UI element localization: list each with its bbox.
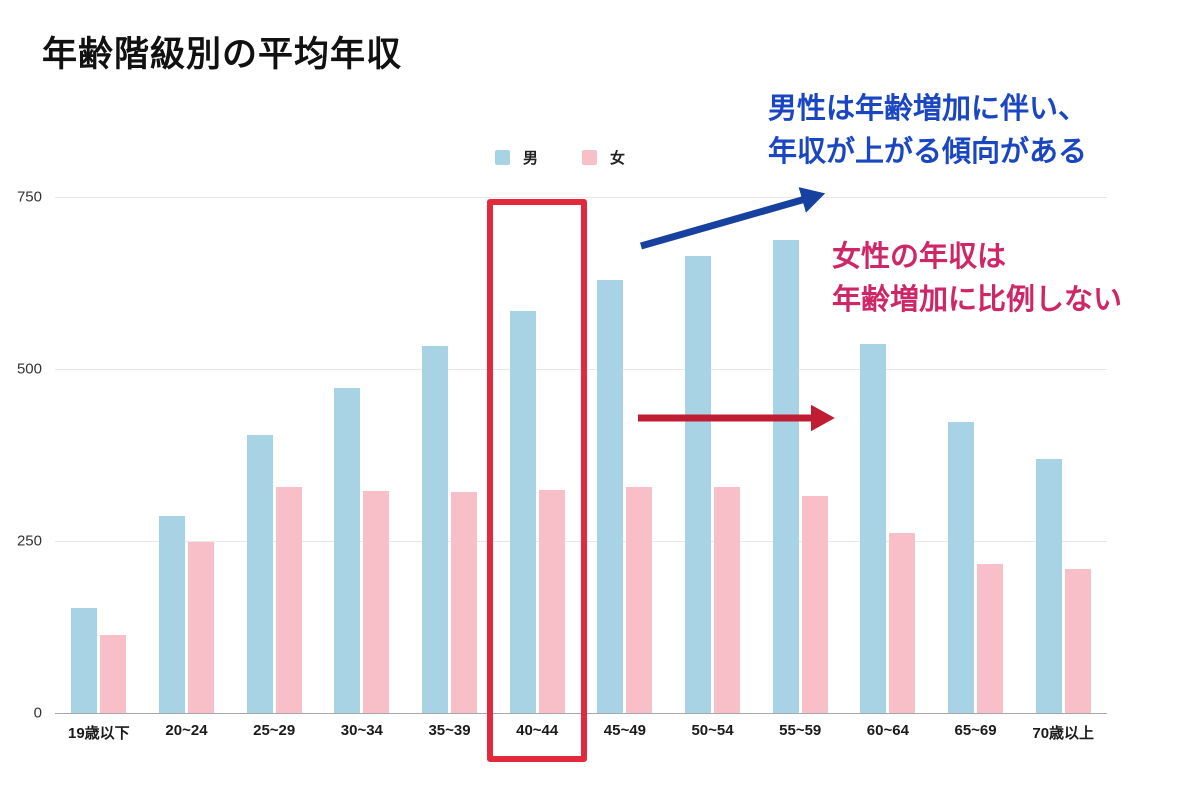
x-axis-label-3: 30~34 xyxy=(340,722,383,739)
female-annotation-line2: 年齢増加に比例しない xyxy=(832,284,1123,316)
legend-item-female: 女 xyxy=(582,147,625,168)
bar-male-7 xyxy=(685,256,712,713)
legend-female-label: 女 xyxy=(610,150,626,167)
y-tick-label-250: 250 xyxy=(16,532,42,550)
bar-male-8 xyxy=(772,240,799,713)
male-swatch-icon xyxy=(495,150,510,165)
bar-group-8: 55~59 xyxy=(756,197,844,739)
bar-female-8 xyxy=(801,496,828,713)
bar-group-1: 20~24 xyxy=(143,197,231,739)
bar-male-1 xyxy=(159,516,185,713)
bar-female-0 xyxy=(100,635,127,713)
legend-male-label: 男 xyxy=(523,150,539,167)
bar-group-9: 60~64 xyxy=(844,197,932,739)
bar-female-5 xyxy=(538,490,565,713)
male-annotation-line2: 年収が上がる傾向がある xyxy=(768,136,1088,168)
bar-female-3 xyxy=(363,491,390,713)
x-axis-label-8: 55~59 xyxy=(779,722,822,739)
highlight-rectangle-40-44 xyxy=(487,199,587,762)
bar-group-5: 40~44 xyxy=(493,197,581,739)
bar-group-4: 35~39 xyxy=(406,197,494,739)
bar-male-6 xyxy=(597,280,624,713)
y-tick-label-750: 750 xyxy=(16,188,42,206)
bar-group-2: 25~29 xyxy=(230,197,318,739)
chart-title: 年齢階級別の平均年収 xyxy=(42,35,403,74)
x-axis-label-6: 45~49 xyxy=(603,722,646,739)
bar-male-5 xyxy=(509,311,536,713)
x-axis-label-9: 60~64 xyxy=(866,722,909,739)
x-axis-label-4: 35~39 xyxy=(428,722,471,739)
bar-group-6: 45~49 xyxy=(581,197,669,739)
bar-female-1 xyxy=(188,542,214,713)
female-annotation: 女性の年収は 年齢増加に比例しない xyxy=(832,236,1122,322)
female-annotation-line1: 女性の年収は xyxy=(832,241,1007,273)
y-axis: 0 250 500 750 xyxy=(0,189,46,722)
male-annotation: 男性は年齢増加に伴い、 年収が上がる傾向がある xyxy=(768,88,1087,174)
bars-container: 19歳以下 20~24 25~29 30~34 35~39 40~44 45~49 50~54… xyxy=(55,197,1107,742)
y-tick-label-0: 0 xyxy=(33,704,42,722)
x-axis-label-0: 19歳以下 xyxy=(67,725,130,742)
y-tick-label-500: 500 xyxy=(16,360,42,378)
bar-group-11: 70歳以上 xyxy=(1019,197,1107,742)
bar-female-4 xyxy=(451,492,478,713)
x-axis-label-1: 20~24 xyxy=(165,722,208,739)
legend-item-male: 男 xyxy=(495,147,538,168)
gridline-750 xyxy=(55,196,1107,198)
x-axis-label-7: 50~54 xyxy=(691,722,734,739)
plot-area: 19歳以下 20~24 25~29 30~34 35~39 40~44 45~49 50~54… xyxy=(55,196,1107,742)
bar-female-6 xyxy=(626,487,653,713)
male-annotation-line1: 男性は年齢増加に伴い、 xyxy=(768,93,1088,125)
bar-male-10 xyxy=(948,422,975,713)
bar-group-7: 50~54 xyxy=(669,197,757,739)
bar-male-9 xyxy=(860,344,887,713)
bar-male-0 xyxy=(71,608,98,713)
x-axis-label-5: 40~44 xyxy=(516,722,559,739)
bar-group-3: 30~34 xyxy=(318,197,406,739)
bar-female-7 xyxy=(714,487,741,713)
female-swatch-icon xyxy=(582,150,598,165)
x-axis-label-2: 25~29 xyxy=(253,722,296,739)
x-axis-label-10: 65~69 xyxy=(954,722,997,739)
bar-male-3 xyxy=(334,388,361,713)
bar-female-2 xyxy=(275,487,302,713)
bar-female-9 xyxy=(889,533,916,713)
bar-male-2 xyxy=(246,435,273,713)
bar-male-11 xyxy=(1035,459,1062,713)
bar-group-10: 65~69 xyxy=(932,197,1020,739)
x-axis-label-11: 70歳以上 xyxy=(1032,725,1095,742)
bar-group-0: 19歳以下 xyxy=(55,197,143,742)
bar-female-10 xyxy=(977,564,1004,713)
bar-female-11 xyxy=(1064,569,1091,713)
legend: 男 女 xyxy=(495,147,625,168)
bar-male-4 xyxy=(422,346,449,713)
